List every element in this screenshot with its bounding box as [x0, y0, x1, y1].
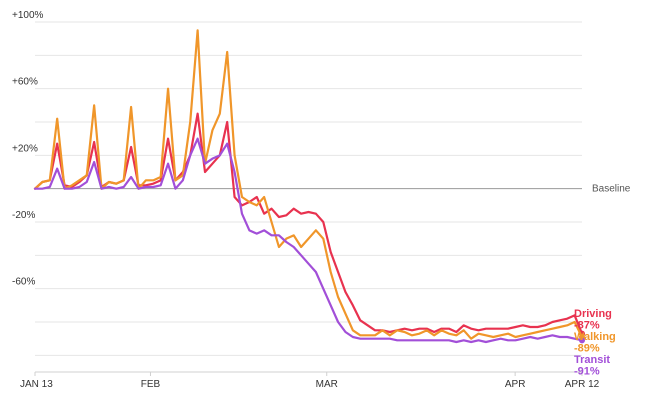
- series-name-label-driving: Driving: [574, 308, 612, 320]
- series-line-driving: [33, 112, 584, 335]
- end-labels: Driving-87%Walking-89%Transit-91%: [574, 308, 616, 378]
- y-tick-label: +100%: [12, 10, 44, 21]
- series-name-label-transit: Transit: [574, 354, 610, 366]
- series-lines: [33, 29, 585, 344]
- series-end-point-transit: [579, 337, 585, 344]
- series-name-label-walking: Walking: [574, 331, 616, 343]
- series-value-label-transit: -91%: [574, 366, 600, 378]
- grid-lines: [35, 21, 582, 373]
- series-value-label-driving: -87%: [574, 320, 600, 332]
- x-tick-label: FEB: [141, 379, 161, 390]
- y-tick-label: +20%: [12, 143, 38, 154]
- series-value-label-walking: -89%: [574, 343, 600, 355]
- y-axis-tick-labels: +100% +60% +20% -20% -60%: [12, 10, 44, 288]
- x-tick-label: APR: [505, 379, 526, 390]
- x-axis-tick-labels: JAN 13 FEB MAR APR APR 12: [20, 372, 600, 390]
- baseline: Baseline: [35, 184, 631, 195]
- y-tick-label: +60%: [12, 77, 38, 88]
- x-tick-label: JAN 13: [20, 379, 53, 390]
- series-line-walking: [33, 29, 584, 340]
- series-line-transit: [33, 137, 584, 344]
- baseline-label: Baseline: [592, 184, 631, 195]
- x-tick-label: MAR: [316, 379, 338, 390]
- x-tick-label: APR 12: [565, 379, 600, 390]
- y-tick-label: -20%: [12, 210, 35, 221]
- y-tick-label: -60%: [12, 277, 35, 288]
